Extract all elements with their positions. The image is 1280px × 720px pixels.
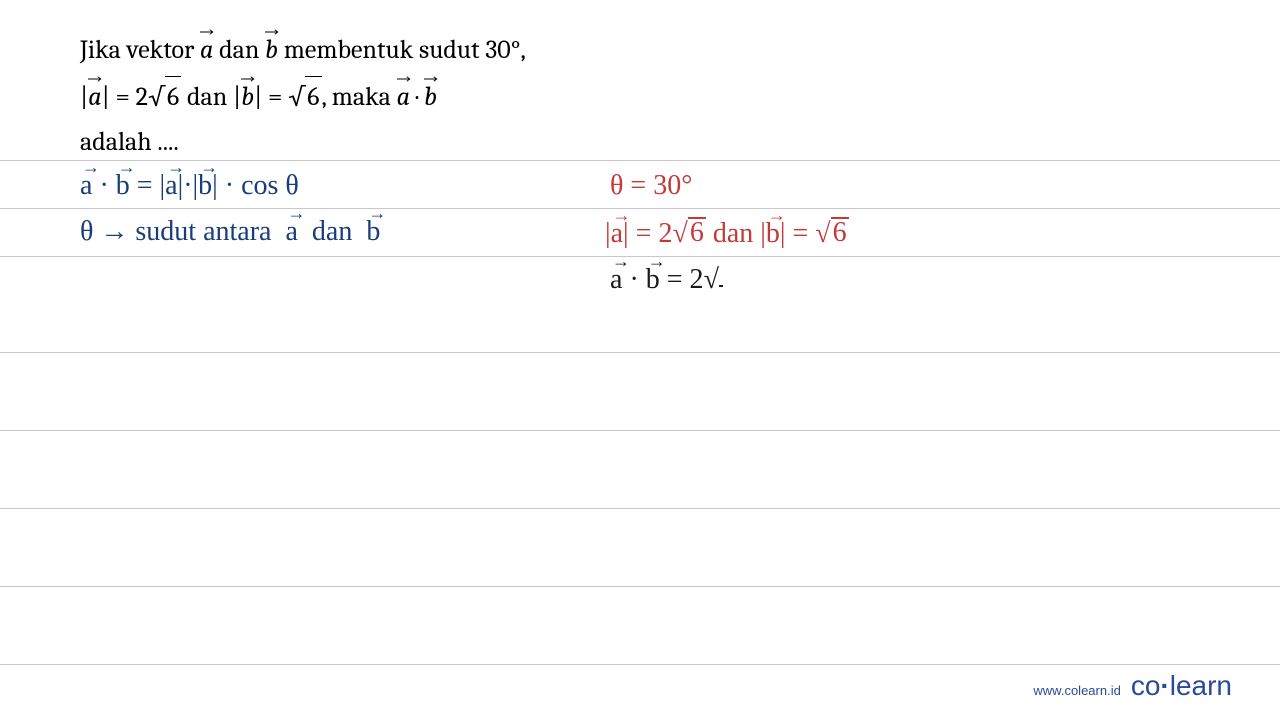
text: dan xyxy=(181,82,233,112)
problem-line-1: Jika vektor a dan b membentuk sudut 30°, xyxy=(80,30,1200,72)
rule xyxy=(0,508,1280,509)
dot-op: · xyxy=(410,82,424,112)
text: = xyxy=(262,82,288,112)
text: , maka xyxy=(322,82,397,112)
hw-theta-note: θ → sudut antara a dan b xyxy=(80,218,380,246)
problem-line-3: adalah .... xyxy=(80,122,1200,164)
text: Jika vektor xyxy=(80,35,200,65)
rule xyxy=(0,352,1280,353)
hw-result: a · b = 2 xyxy=(610,266,723,294)
sqrt-6: √6 xyxy=(288,76,321,119)
rule xyxy=(0,256,1280,257)
text: membentuk sudut 30°, xyxy=(278,35,526,65)
text: θ = 30° xyxy=(610,170,692,201)
text: = 2 xyxy=(110,82,148,112)
logo-co: co xyxy=(1131,670,1161,701)
hw-given-theta: θ = 30° xyxy=(610,172,692,200)
vector-a: a xyxy=(397,77,410,119)
rule xyxy=(0,160,1280,161)
rule xyxy=(0,208,1280,209)
sqrt-6: √6 xyxy=(148,76,181,119)
vector-b: b xyxy=(241,77,254,119)
footer-url: www.colearn.id xyxy=(1033,683,1120,698)
footer: www.colearn.id co·learn xyxy=(1033,670,1232,702)
rule xyxy=(0,664,1280,665)
rule xyxy=(0,430,1280,431)
ruled-paper-area: a · b = |a|·|b| · cos θ θ → sudut antara… xyxy=(0,160,1280,720)
vector-b: b xyxy=(265,30,278,72)
text: dan xyxy=(213,35,265,65)
vector-b: b xyxy=(424,77,437,119)
vector-a: a xyxy=(200,30,213,72)
hw-dot-product-formula: a · b = |a|·|b| · cos θ xyxy=(80,172,299,200)
rule xyxy=(0,586,1280,587)
hw-given-magnitudes: |a| = 26 dan |b| = 6 xyxy=(605,218,849,248)
text: adalah .... xyxy=(80,127,179,157)
text: dan xyxy=(706,218,760,249)
problem-line-2: |a| = 2√6 dan |b| = √6, maka a · b xyxy=(80,76,1200,119)
brand-logo: co·learn xyxy=(1131,670,1232,702)
logo-dot: · xyxy=(1160,670,1169,701)
vector-a: a xyxy=(88,77,101,119)
logo-learn: learn xyxy=(1170,670,1232,701)
